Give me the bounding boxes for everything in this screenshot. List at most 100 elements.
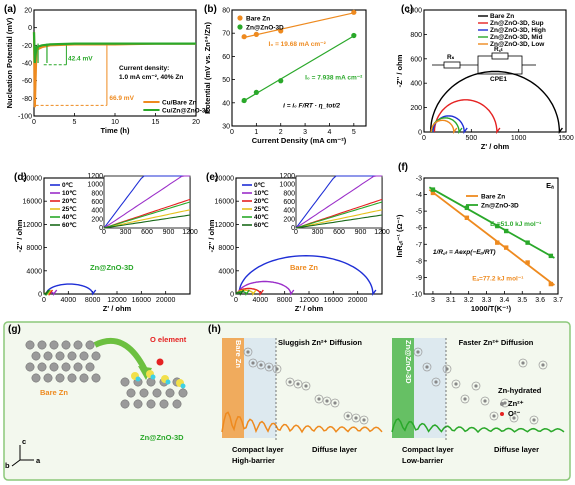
zn-atom (73, 362, 83, 372)
zn-ion (346, 414, 350, 418)
hydrated-ion (442, 364, 452, 374)
zn-ion (445, 367, 449, 371)
label-o-element: O element (150, 335, 187, 344)
y-tick-label: 60 (222, 54, 230, 61)
y-tick-label: 8000 (26, 245, 42, 252)
inset-y-tick: 1200 (279, 173, 295, 180)
hydrated-ion (322, 396, 332, 406)
zn-atom (79, 351, 89, 361)
x-axis-label: Time (h) (100, 126, 130, 135)
legend-label: Zn@ZnO-3D, High (490, 27, 546, 34)
y-axis-label: Potential (mV vs. Zn²⁺/Zn) (203, 22, 212, 114)
y-axis-label: -Z'' / ohm (207, 219, 216, 252)
series-line (32, 32, 196, 64)
legend-label: 10℃ (62, 189, 77, 197)
zn-ion (259, 363, 263, 367)
series-curve (43, 289, 50, 297)
zn-ion (246, 350, 250, 354)
data-point (464, 215, 470, 220)
y-tick-label: 40 (222, 100, 230, 107)
legend-swatch (237, 15, 243, 21)
data-point (430, 187, 436, 192)
x-tick-label: 4 (328, 129, 332, 136)
zn-atom (178, 388, 188, 398)
zn-atom (37, 340, 47, 350)
inset-x-tick: 0 (294, 229, 298, 236)
data-point (253, 31, 259, 37)
zn-atom (91, 373, 101, 383)
inset-curve (103, 209, 191, 229)
axis-label-b: b (5, 461, 10, 470)
panel-label-h: (h) (208, 324, 221, 335)
label-compact: Compact layer (402, 445, 454, 454)
hydrated-ion (489, 411, 499, 421)
zn-ion (483, 399, 487, 403)
hydrated-ion (451, 379, 461, 389)
zn-atom (55, 373, 65, 383)
y-tick-label: -20 (22, 43, 32, 50)
x-tick-label: 2 (279, 129, 283, 136)
zn-atom (85, 362, 95, 372)
plot-frame (423, 177, 559, 295)
inset-x-tick: 900 (163, 229, 175, 236)
x-tick-label: 0 (422, 135, 426, 142)
label-compact: Compact layer (232, 445, 284, 454)
hydrated-ion (359, 415, 369, 425)
panel-label-g: (g) (8, 324, 21, 335)
legend-zn: Zn²⁺ (508, 399, 524, 408)
zn-atom (91, 351, 101, 361)
o-atom (156, 358, 164, 366)
data-point (495, 223, 500, 229)
legend-label: 60℃ (62, 221, 77, 229)
compact-layer (414, 338, 446, 438)
zn-ion (362, 418, 366, 422)
series-curve (430, 119, 458, 135)
y-tick-label: -3 (416, 176, 422, 183)
hydrated-ion (509, 413, 519, 423)
y-tick-label: 16000 (215, 199, 235, 206)
inset-x-tick: 300 (312, 229, 324, 236)
inset-curve (295, 201, 383, 229)
resistor-rct (491, 52, 509, 60)
inset-curve (295, 214, 383, 229)
x-axis-label: 1000/T(K⁻¹) (471, 304, 512, 313)
legend-label: Zn@ZnO-3D, Mid (490, 34, 543, 41)
inset-x-tick: 900 (355, 229, 367, 236)
inset-frame (103, 175, 191, 229)
zn-ion (463, 397, 467, 401)
x-tick-label: 0 (234, 297, 238, 304)
inset-y-tick: 200 (283, 216, 295, 223)
axis-label-a: a (36, 456, 41, 465)
zn-ion (541, 363, 545, 367)
inset-y-tick: 800 (283, 190, 295, 197)
x-axis-label: Z' / ohm (103, 304, 132, 313)
legend-label: 60℃ (254, 221, 269, 229)
x-tick-label: 8000 (85, 297, 101, 304)
zn-ion (333, 401, 337, 405)
panel-label-b: (b) (204, 4, 217, 15)
zn-atom (165, 388, 175, 398)
zn-ion (251, 361, 255, 365)
legend-label: 10℃ (254, 189, 269, 197)
series-curve (433, 99, 501, 135)
y-tick-label: 16000 (23, 199, 43, 206)
zn-ion (474, 384, 478, 388)
y-axis-label: Nucleation Potential (mV) (5, 17, 14, 108)
panel-d: 0 4000 8000 12000 16000 200000400080001200016… (14, 172, 198, 313)
zn-atom (25, 362, 35, 372)
legend-label: Bare Zn (246, 16, 270, 23)
inset-x-tick: 1200 (374, 229, 390, 236)
label-barrier: High-barrier (232, 456, 275, 465)
x-tick-label: 3.4 (500, 297, 510, 304)
chart-title: Eₐ (546, 181, 554, 190)
legend-label: Bare Zn (490, 13, 514, 20)
zn-atom (146, 399, 156, 409)
x-tick-label: 12000 (299, 297, 319, 304)
legend-label: Zn@ZnO-3D, Sup (490, 20, 544, 27)
inset-y-tick: 1000 (87, 182, 103, 189)
zn-atom (31, 373, 41, 383)
plot-frame (423, 9, 567, 133)
y-tick-label: -60 (22, 78, 32, 85)
panel-label-d: (d) (14, 172, 27, 183)
y-tick-label: 70 (222, 31, 230, 38)
